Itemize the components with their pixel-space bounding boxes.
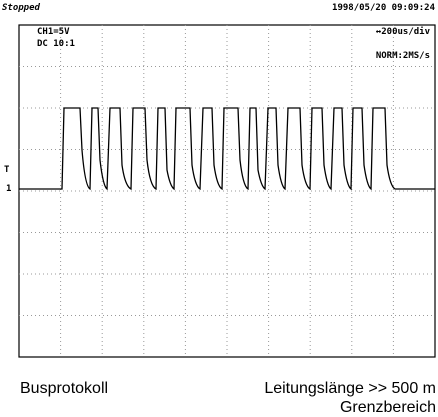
caption-left: Busprotokoll	[20, 380, 108, 397]
trigger-marker: T	[4, 165, 10, 175]
caption-right-second: Grenzbereich	[340, 399, 436, 416]
waveform	[19, 108, 435, 189]
status: Stopped	[2, 3, 41, 13]
ground-marker: 1	[6, 184, 11, 194]
datetime: 1998/05/20 09:09:24	[332, 3, 436, 13]
caption-right: Leitungslänge >> 500 m	[264, 380, 436, 397]
grid	[19, 25, 435, 357]
channel: CH1=5V	[37, 27, 70, 37]
coupling: DC 10:1	[37, 39, 75, 49]
timebase: ↔200us/div	[376, 26, 431, 37]
mode: NORM:2MS/s	[376, 51, 430, 61]
page: Stopped 1998/05/20 09:09:24 CH1=5V DC 10…	[0, 0, 438, 417]
